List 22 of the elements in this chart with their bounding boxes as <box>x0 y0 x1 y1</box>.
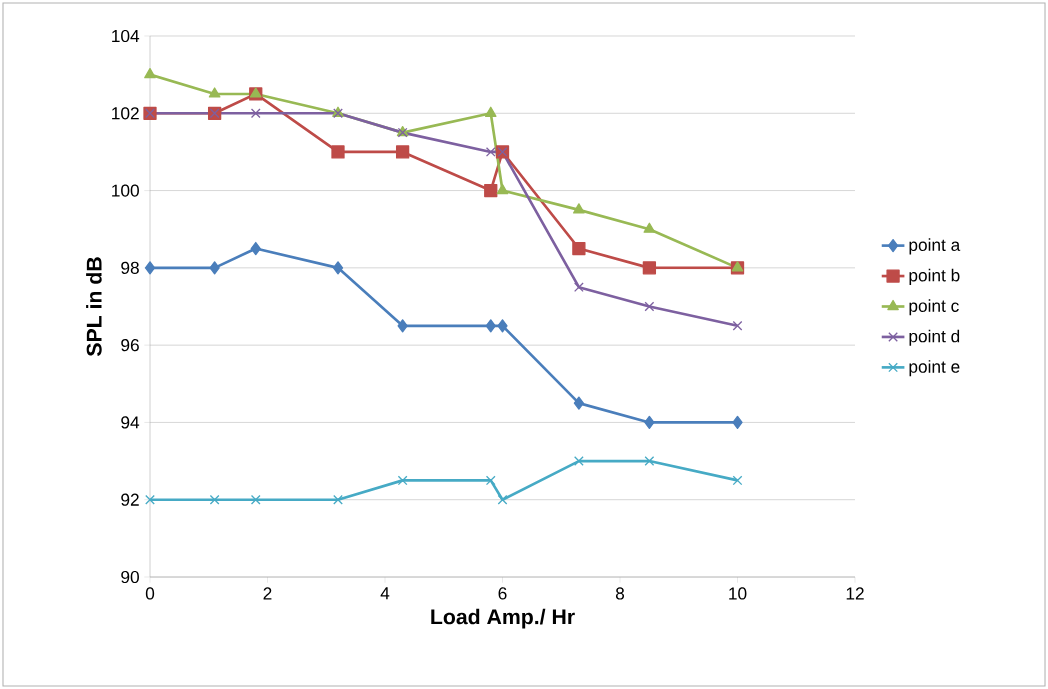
legend-label: point e <box>909 360 960 377</box>
x-axis-title: Load Amp./ Hr <box>431 608 575 629</box>
y-tick-label: 94 <box>121 416 140 429</box>
legend-label: point a <box>909 238 961 255</box>
legend-label: point b <box>909 268 960 285</box>
y-axis-title: SPL in dB <box>86 257 102 357</box>
y-tick-label: 104 <box>112 29 140 43</box>
y-tick-label: 96 <box>121 339 139 352</box>
legend-label: point c <box>909 299 959 316</box>
x-tick-label: 12 <box>846 587 864 600</box>
x-tick-label: 10 <box>729 587 747 600</box>
legend-label: point d <box>909 329 960 346</box>
y-tick-label: 98 <box>121 261 139 274</box>
y-tick-label: 92 <box>121 493 139 506</box>
x-tick-label: 8 <box>615 587 625 600</box>
x-tick-label: 2 <box>263 587 272 600</box>
x-tick-label: 4 <box>380 587 390 600</box>
x-tick-label: 0 <box>145 587 155 600</box>
x-tick-label: 6 <box>498 587 507 600</box>
y-tick-label: 102 <box>112 107 139 120</box>
y-tick-label: 100 <box>112 184 139 197</box>
y-tick-label: 90 <box>121 570 139 584</box>
